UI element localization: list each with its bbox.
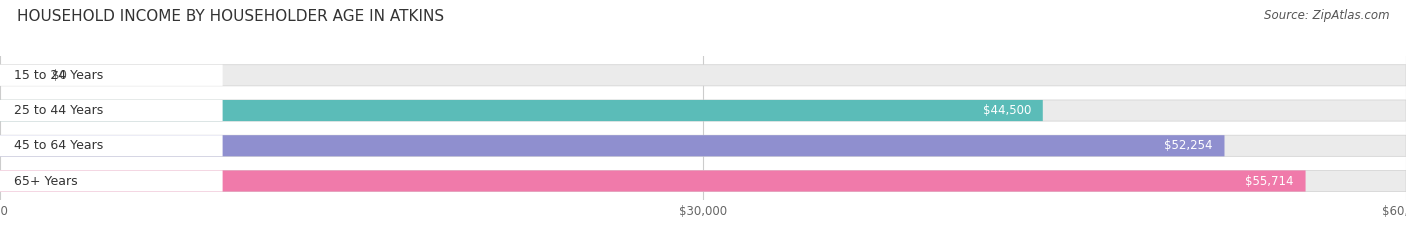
Text: 65+ Years: 65+ Years bbox=[14, 175, 77, 188]
Text: Source: ZipAtlas.com: Source: ZipAtlas.com bbox=[1264, 9, 1389, 22]
Text: 25 to 44 Years: 25 to 44 Years bbox=[14, 104, 103, 117]
FancyBboxPatch shape bbox=[0, 170, 1406, 192]
Text: 45 to 64 Years: 45 to 64 Years bbox=[14, 139, 103, 152]
FancyBboxPatch shape bbox=[0, 100, 222, 121]
Text: 15 to 24 Years: 15 to 24 Years bbox=[14, 69, 103, 82]
Text: HOUSEHOLD INCOME BY HOUSEHOLDER AGE IN ATKINS: HOUSEHOLD INCOME BY HOUSEHOLDER AGE IN A… bbox=[17, 9, 444, 24]
Text: $55,714: $55,714 bbox=[1246, 175, 1294, 188]
FancyBboxPatch shape bbox=[0, 65, 1406, 86]
FancyBboxPatch shape bbox=[0, 170, 1306, 192]
Text: $44,500: $44,500 bbox=[983, 104, 1031, 117]
FancyBboxPatch shape bbox=[0, 100, 1406, 121]
Text: $52,254: $52,254 bbox=[1164, 139, 1213, 152]
FancyBboxPatch shape bbox=[0, 135, 1406, 156]
FancyBboxPatch shape bbox=[0, 135, 1225, 156]
Text: $0: $0 bbox=[52, 69, 66, 82]
FancyBboxPatch shape bbox=[0, 100, 1043, 121]
FancyBboxPatch shape bbox=[0, 135, 222, 156]
FancyBboxPatch shape bbox=[0, 170, 222, 192]
FancyBboxPatch shape bbox=[0, 65, 222, 86]
